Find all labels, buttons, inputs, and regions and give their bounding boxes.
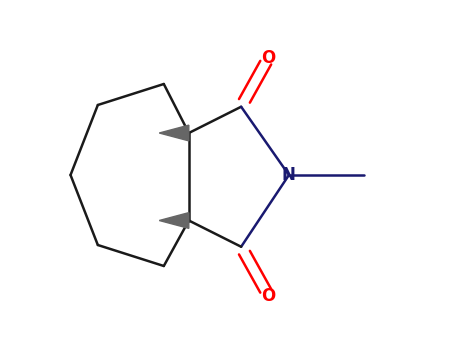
Polygon shape [159, 212, 189, 229]
Text: O: O [261, 49, 276, 67]
Text: O: O [261, 287, 276, 305]
Polygon shape [159, 125, 189, 141]
Text: N: N [282, 166, 296, 184]
